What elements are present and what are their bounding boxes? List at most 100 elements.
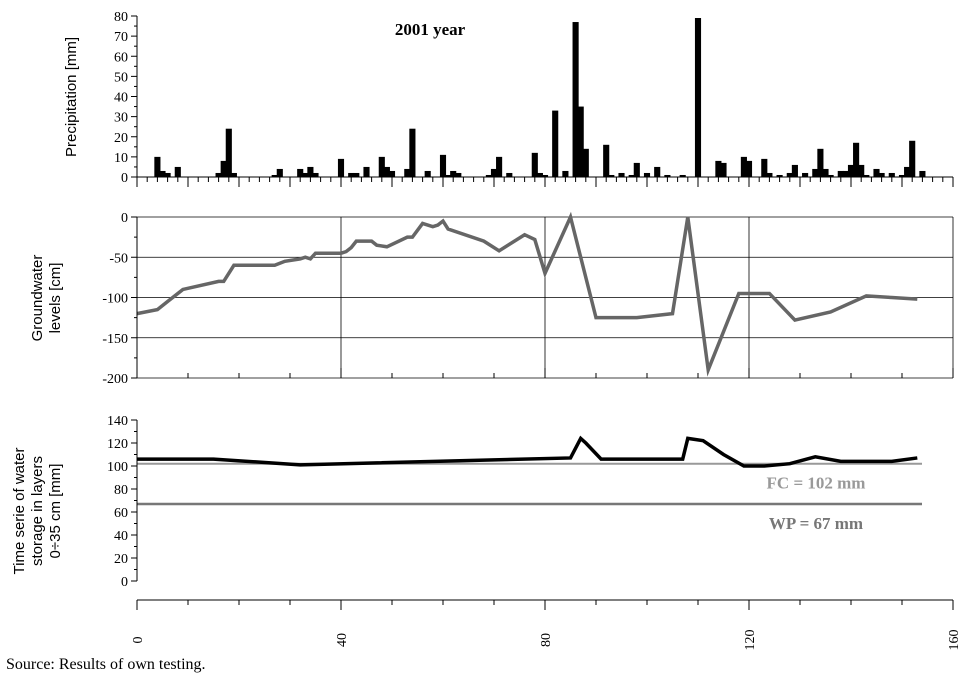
- precipitation-panel: 0 10 20 30 40 50 60 70 80 2001 year Precipitatio…: [63, 10, 954, 187]
- gw-ytick-label: -200: [102, 372, 128, 387]
- precip-bar: [904, 166, 911, 177]
- gw-ytick-label: -50: [109, 251, 128, 266]
- precip-ytick-label: 60: [114, 50, 128, 65]
- precip-bar: [847, 164, 855, 177]
- precip-bar: [276, 168, 283, 177]
- precip-bar: [506, 172, 513, 177]
- ws-ytick-label: 80: [114, 483, 128, 498]
- precip-bar: [225, 128, 232, 177]
- precip-ytick-label: 0: [121, 171, 128, 186]
- ws-xtick-label: 40: [335, 633, 350, 647]
- precip-bar: [761, 158, 768, 177]
- water-storage-series-line: [137, 435, 918, 468]
- precip-bar: [608, 174, 615, 177]
- precipitation-y-label: Precipitation [mm]: [63, 37, 80, 157]
- precip-bar: [842, 170, 849, 177]
- precip-bar: [791, 164, 798, 177]
- precip-bar: [643, 172, 651, 177]
- precip-bar: [802, 172, 809, 177]
- water-storage-y-label-line2: storage in layers: [29, 456, 46, 566]
- reference-line-label: FC = 102 mm: [767, 474, 866, 493]
- ws-ytick-label: 60: [114, 506, 128, 521]
- precip-bar: [858, 164, 865, 177]
- precip-bar: [174, 166, 181, 177]
- precip-bar: [822, 168, 829, 177]
- gw-ytick-label: -150: [102, 332, 128, 347]
- ws-xtick-label: 120: [743, 630, 758, 651]
- precip-ytick-label: 30: [114, 111, 128, 126]
- precip-bar: [745, 160, 753, 177]
- ws-ytick-label: 120: [107, 437, 128, 452]
- precip-bar: [220, 160, 227, 177]
- precip-bar: [363, 166, 370, 177]
- precip-bar: [740, 156, 747, 177]
- ws-ytick-label: 0: [121, 575, 128, 590]
- gw-ytick-label: -100: [102, 292, 128, 307]
- groundwater-x-ticks: [136, 368, 954, 378]
- precip-bar: [582, 148, 589, 177]
- precip-bar: [898, 174, 906, 177]
- precip-bar: [164, 172, 171, 177]
- precip-bar: [445, 174, 452, 177]
- precip-bar: [720, 162, 727, 177]
- precip-bar: [919, 170, 926, 177]
- precip-bar: [485, 174, 492, 177]
- precip-bar: [694, 18, 702, 178]
- precip-bar: [450, 170, 457, 177]
- precip-bar: [837, 170, 844, 177]
- precip-ytick-label: 70: [114, 30, 128, 45]
- precip-bar: [215, 172, 222, 177]
- precip-bar: [496, 156, 503, 177]
- ws-ytick-label: 100: [107, 460, 128, 475]
- precip-bar: [409, 128, 416, 177]
- source-note: Source: Results of own testing.: [6, 656, 206, 673]
- precip-bar: [378, 156, 385, 177]
- precip-bar: [577, 106, 584, 177]
- precip-bar: [853, 142, 860, 177]
- precip-bar: [490, 168, 498, 177]
- ws-xtick-label: 80: [539, 633, 554, 647]
- precip-bar: [552, 110, 559, 177]
- groundwater-y-label-line2: levels [cm]: [47, 263, 64, 334]
- precip-bar: [383, 166, 390, 177]
- precip-bar: [863, 174, 870, 177]
- precipitation-y-ticks: 0 10 20 30 40 50 60 70 80: [114, 10, 137, 186]
- precip-bar: [572, 22, 579, 177]
- precip-ytick-label: 10: [114, 151, 128, 166]
- precip-ytick-label: 80: [114, 10, 128, 25]
- precip-bar: [455, 172, 462, 177]
- groundwater-y-ticks: 0 -50 -100 -150 -200: [102, 211, 137, 387]
- precip-bar: [404, 168, 411, 177]
- precip-bar: [812, 168, 819, 177]
- precip-ytick-label: 40: [114, 91, 128, 106]
- precip-bar: [271, 174, 278, 177]
- precip-bar: [633, 162, 640, 177]
- precip-bar: [541, 174, 549, 177]
- precip-bar: [536, 172, 543, 177]
- precip-bar: [618, 172, 625, 177]
- ws-xtick-label: 0: [131, 637, 146, 644]
- precip-bar: [776, 174, 783, 177]
- precip-bar: [817, 148, 824, 177]
- precip-bar: [888, 172, 895, 177]
- precip-bar: [562, 170, 569, 177]
- groundwater-series-line: [136, 211, 918, 377]
- ws-ytick-label: 140: [107, 414, 128, 429]
- precipitation-x-ticks: [136, 177, 954, 187]
- water-storage-y-label-line3: 0÷35 cm [mm]: [47, 464, 64, 559]
- precip-bar: [297, 168, 304, 177]
- precip-bar: [154, 156, 161, 177]
- water-storage-panel: 0 20 40 60 80 100 120 140 0 40 80 120 160 FC = 102 …: [11, 414, 960, 651]
- precip-bar: [388, 170, 396, 177]
- precip-bar: [439, 154, 447, 177]
- chart-title: 2001 year: [395, 20, 466, 39]
- gw-ytick-label: 0: [121, 211, 128, 226]
- precip-bar: [159, 170, 166, 177]
- precip-bar: [827, 174, 834, 177]
- water-storage-x-ticks: 0 40 80 120 160: [131, 599, 960, 651]
- reference-line-label: WP = 67 mm: [769, 514, 863, 533]
- precip-bar: [337, 158, 345, 177]
- water-storage-y-ticks: 0 20 40 60 80 100 120 140: [107, 414, 137, 590]
- reference-lines: FC = 102 mm WP = 67 mm: [137, 462, 922, 533]
